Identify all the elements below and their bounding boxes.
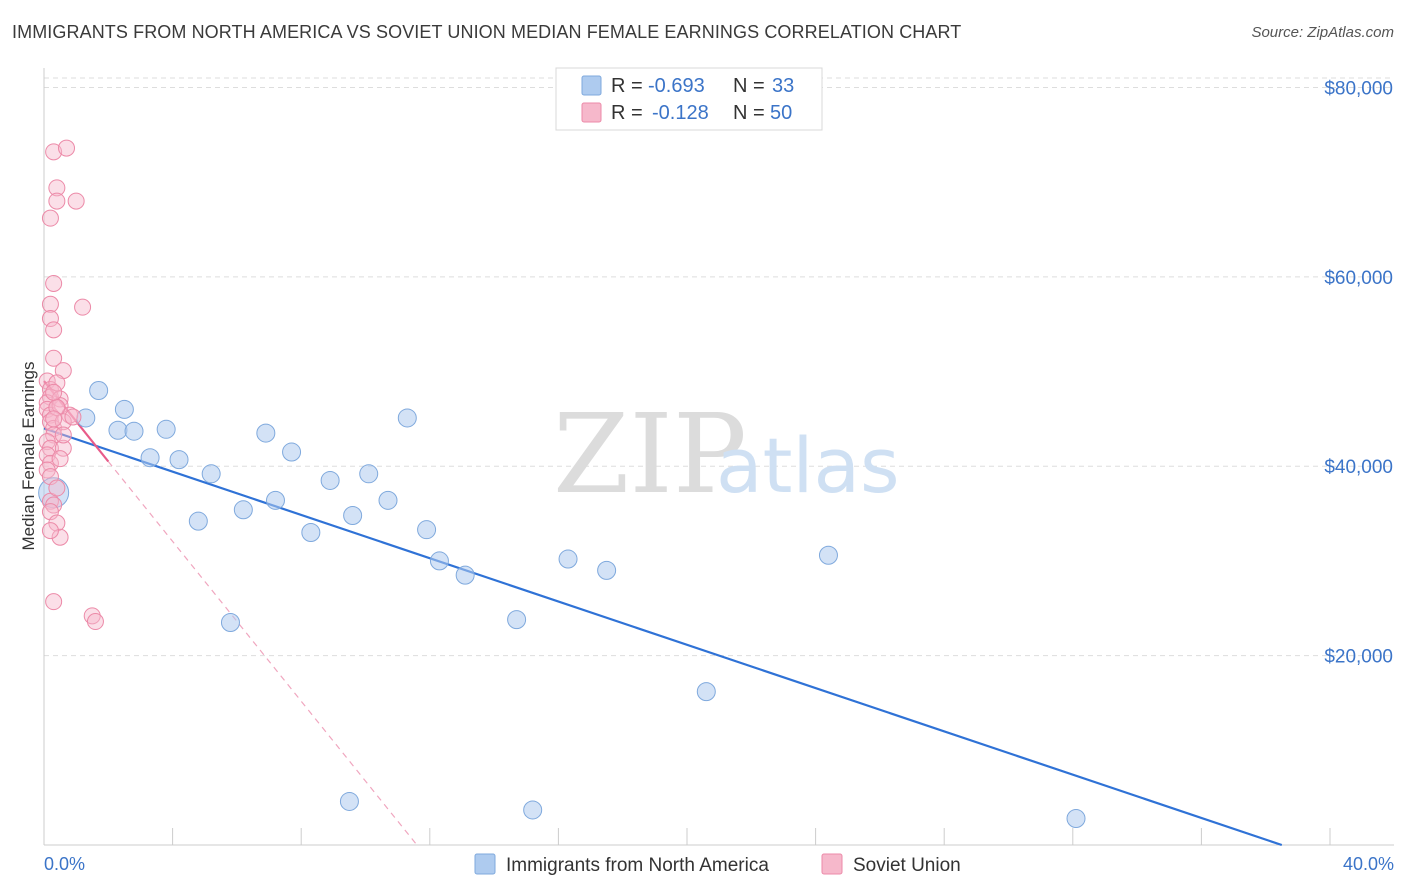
point-north-america xyxy=(417,520,437,540)
point-soviet-union xyxy=(83,607,101,625)
point-soviet-union xyxy=(45,274,63,292)
point-north-america xyxy=(339,791,359,811)
legend-swatch-north-america xyxy=(581,75,602,96)
point-north-america xyxy=(156,419,176,439)
point-soviet-union xyxy=(64,408,82,426)
point-soviet-union xyxy=(51,528,69,546)
legend-r-value-2: -0.128 xyxy=(652,102,709,124)
trend-line-soviet-union xyxy=(43,380,110,463)
point-north-america xyxy=(256,423,276,443)
point-soviet-union xyxy=(67,192,85,210)
legend-n-label-2: N = xyxy=(733,102,765,124)
point-north-america xyxy=(343,505,363,525)
point-north-america xyxy=(108,420,128,440)
x-tick-label-max: 40.0% xyxy=(1343,854,1394,874)
legend-n-value-2: 50 xyxy=(770,102,792,124)
point-soviet-union xyxy=(41,522,59,540)
grid-lines xyxy=(44,77,1394,657)
point-soviet-union xyxy=(48,479,66,497)
point-soviet-union xyxy=(54,413,72,431)
point-soviet-union xyxy=(48,179,66,197)
point-soviet-union xyxy=(58,139,76,157)
point-north-america xyxy=(558,549,578,569)
point-north-america xyxy=(397,408,417,428)
scatter-points xyxy=(38,139,1086,828)
point-soviet-union xyxy=(45,143,63,161)
point-soviet-union xyxy=(41,310,59,328)
y-tick-labels: $20,000 $40,000 $60,000 $80,000 xyxy=(1324,78,1393,667)
point-soviet-union xyxy=(48,374,66,392)
point-soviet-union xyxy=(54,426,72,444)
point-north-america xyxy=(301,523,321,543)
point-north-america xyxy=(140,448,160,468)
point-north-america xyxy=(320,470,340,490)
point-soviet-union xyxy=(45,321,63,339)
point-soviet-union xyxy=(51,390,69,408)
point-soviet-union xyxy=(48,192,66,210)
bottom-legend: Immigrants from North America Soviet Uni… xyxy=(474,853,961,876)
legend-r-value-1: -0.693 xyxy=(648,75,705,97)
legend-swatch-soviet-union xyxy=(581,102,602,123)
axes xyxy=(43,68,1394,846)
point-soviet-union xyxy=(45,593,63,611)
point-north-america xyxy=(378,490,398,510)
point-north-america xyxy=(188,511,208,531)
legend-n-value-1: 33 xyxy=(772,75,794,97)
point-north-america xyxy=(282,442,302,462)
bottom-legend-swatch-soviet-union xyxy=(821,853,843,875)
point-north-america xyxy=(201,464,221,484)
point-north-america xyxy=(124,421,144,441)
y-tick-label: $80,000 xyxy=(1324,78,1393,99)
point-north-america xyxy=(220,612,240,632)
point-soviet-union xyxy=(54,439,72,457)
point-soviet-union xyxy=(45,410,63,428)
y-tick-label: $60,000 xyxy=(1324,268,1393,289)
bottom-legend-swatch-north-america xyxy=(474,853,496,875)
trend-line-north-america xyxy=(43,427,1283,847)
point-soviet-union xyxy=(45,349,63,367)
y-tick-label: $20,000 xyxy=(1324,647,1393,668)
point-north-america xyxy=(38,477,70,509)
point-north-america xyxy=(359,464,379,484)
point-north-america xyxy=(597,560,617,580)
point-north-america xyxy=(114,399,134,419)
bottom-legend-label-soviet-union: Soviet Union xyxy=(853,855,961,876)
point-soviet-union xyxy=(74,298,92,316)
y-tick-label: $40,000 xyxy=(1324,457,1393,478)
point-soviet-union xyxy=(86,613,104,631)
bottom-legend-label-north-america: Immigrants from North America xyxy=(506,855,769,876)
point-north-america xyxy=(818,545,838,565)
trend-line-soviet-union-extended xyxy=(107,461,418,846)
point-north-america xyxy=(696,682,716,702)
trend-lines xyxy=(43,380,1283,847)
point-north-america xyxy=(507,610,527,630)
point-north-america xyxy=(89,380,109,400)
point-north-america xyxy=(265,490,285,510)
point-soviet-union xyxy=(45,383,63,401)
chart-title: IMMIGRANTS FROM NORTH AMERICA VS SOVIET … xyxy=(12,22,962,42)
x-tick-label-min: 0.0% xyxy=(44,854,85,874)
source-label: Source: ZipAtlas.com xyxy=(1251,24,1394,41)
point-north-america xyxy=(169,450,189,470)
point-soviet-union xyxy=(41,209,59,227)
legend-r-label-1: R = xyxy=(611,75,643,97)
legend-r-label-2: R = xyxy=(611,102,643,124)
point-north-america xyxy=(233,500,253,520)
point-soviet-union xyxy=(51,450,69,468)
y-axis-title: Median Female Earnings xyxy=(19,362,38,551)
point-soviet-union xyxy=(41,295,59,313)
x-ticks xyxy=(172,828,1331,845)
legend: R = -0.693 N = 33 R = -0.128 N = 50 xyxy=(555,67,823,131)
point-north-america xyxy=(1066,808,1086,828)
watermark: ZIP atlas xyxy=(553,390,900,518)
point-north-america xyxy=(455,565,475,585)
point-north-america xyxy=(429,551,449,571)
point-soviet-union xyxy=(61,406,79,424)
legend-n-label-1: N = xyxy=(733,75,765,97)
point-soviet-union xyxy=(38,446,56,464)
watermark-zip: ZIP xyxy=(553,390,747,518)
point-north-america xyxy=(523,800,543,820)
watermark-atlas: atlas xyxy=(716,421,900,510)
